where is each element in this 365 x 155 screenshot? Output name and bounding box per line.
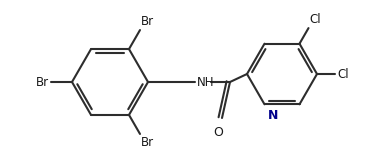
Text: N: N xyxy=(268,109,278,122)
Text: Cl: Cl xyxy=(337,67,349,80)
Text: Br: Br xyxy=(141,136,154,149)
Text: Cl: Cl xyxy=(310,13,321,26)
Text: Br: Br xyxy=(141,15,154,28)
Text: Br: Br xyxy=(36,75,49,89)
Text: O: O xyxy=(213,126,223,139)
Text: NH: NH xyxy=(197,75,215,89)
